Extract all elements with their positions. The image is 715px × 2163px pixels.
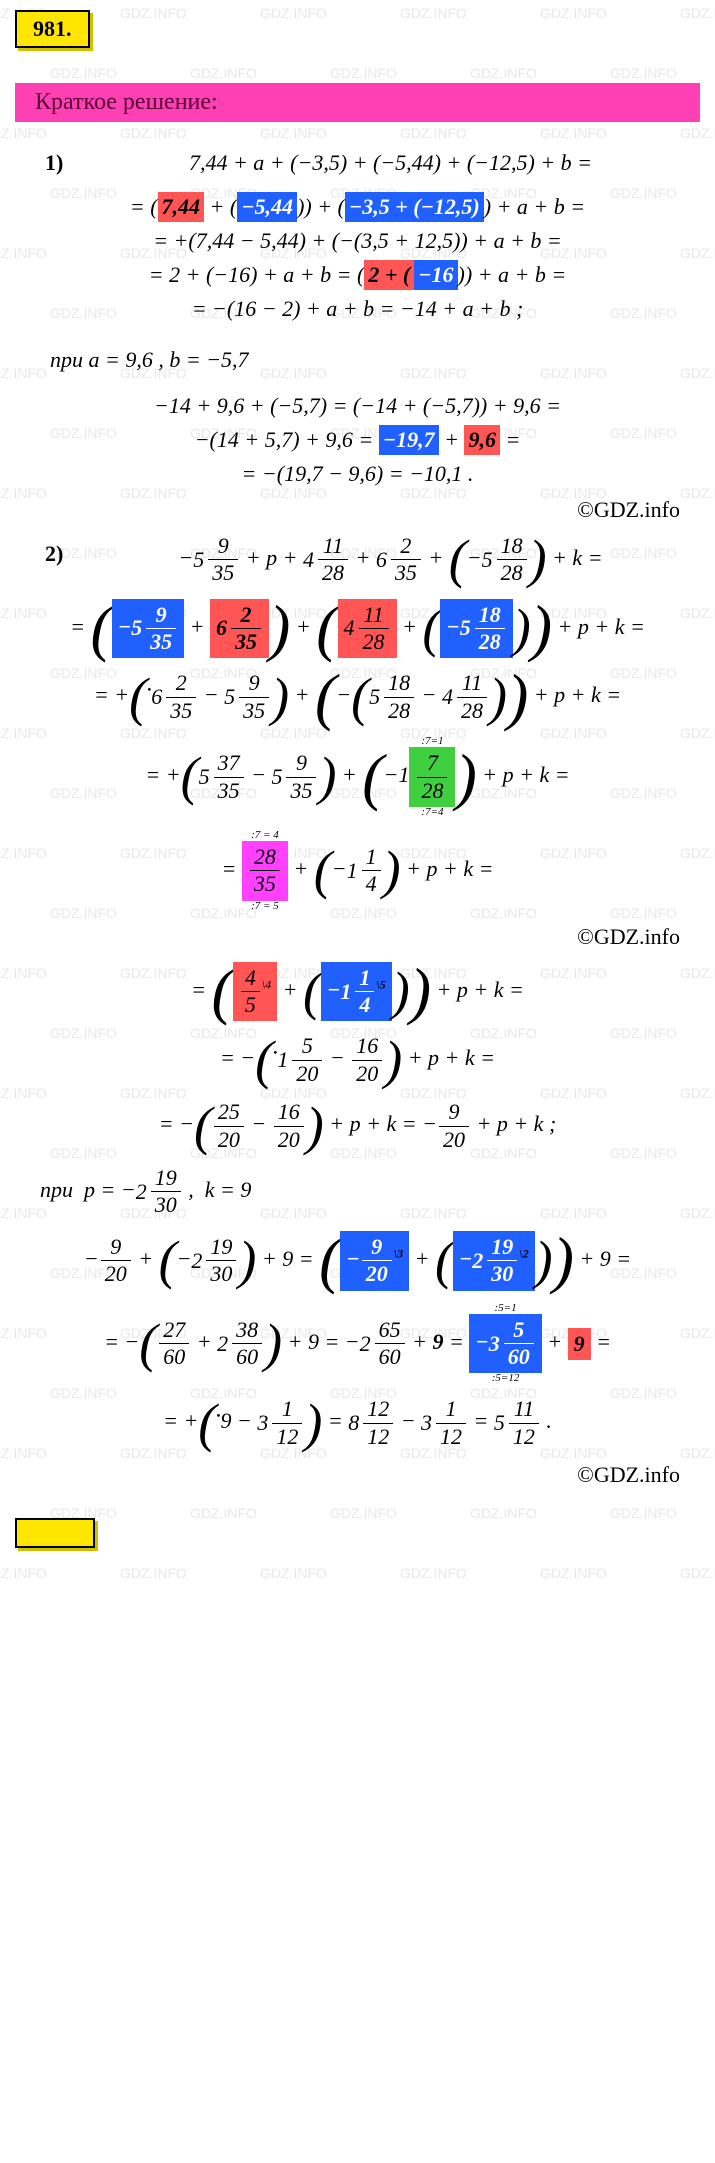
- p2-line5: = :7 = 42835:7 = 5 + (−114) + p + k =: [15, 830, 700, 912]
- p1-line2: = (7,44 + (−5,44)) + (−3,5 + (−12,5)) + …: [15, 192, 700, 222]
- p2-f15: 2520: [214, 1099, 244, 1153]
- problem-num-1: 1): [45, 142, 80, 184]
- p1-given: при a = 9,6 , b = −5,7: [50, 347, 700, 373]
- p2-f7: 5935: [224, 670, 271, 724]
- p2-line10: = −(2760 + 23860) + 9 = −26560 + 9 = :5=…: [15, 1303, 700, 1385]
- p1-l2-post: ) + a + b =: [484, 194, 585, 219]
- credit-1: ©GDZ.info: [15, 497, 680, 523]
- p2-green-stack: :7=1728:7=4: [409, 736, 455, 818]
- problem-badge: 981.: [15, 10, 90, 48]
- p2-f14: 1620: [352, 1033, 382, 1087]
- problem-2: 2) −5935 + p + 41128 + 6235 + (−51828) +…: [45, 533, 700, 587]
- p2-line4: = +(53735 − 5935) + (−1:7=1728:7=4) + p …: [15, 736, 700, 818]
- p2-f20: 2760: [159, 1317, 189, 1371]
- p1-l2-blue2: −3,5 + (−12,5): [345, 192, 484, 222]
- p2-f9: 41128: [442, 670, 489, 724]
- content-area: 981. Краткое решение: 1) 7,44 + a + (−3,…: [15, 10, 700, 1554]
- p2-f11: 5935: [271, 750, 318, 804]
- p1-line1: 7,44 + a + (−3,5) + (−5,44) + (−12,5) + …: [189, 150, 592, 175]
- p2-f6: 6235: [151, 670, 198, 724]
- problem-num-2: 2): [45, 533, 80, 575]
- p1-l7-red: 9,6: [464, 425, 500, 455]
- p2-f26: 51112: [494, 1396, 541, 1450]
- p1-line7: −(14 + 5,7) + 9,6 = −19,7 + 9,6 =: [15, 425, 700, 455]
- p1-l2-pre: = (: [130, 194, 158, 219]
- p1-l2-m2: )) + (: [297, 194, 345, 219]
- p2-l10-blue: −3560: [469, 1314, 541, 1374]
- p1-l7-mid: +: [439, 427, 465, 452]
- p2-f10: 53735: [199, 750, 246, 804]
- p2-green: 728: [409, 747, 455, 807]
- p2-l9-blue2: −21930\2: [453, 1231, 535, 1291]
- p1-l7-blue: −19,7: [379, 425, 439, 455]
- p2-line7: = −(•1520 − 1620) + p + k =: [15, 1033, 700, 1087]
- p2-given: при p = −21930 , k = 9: [40, 1165, 700, 1219]
- p2-f16: 1620: [274, 1099, 304, 1153]
- p1-l4-blue: −16: [414, 260, 457, 290]
- p2-l9-blue1: −920\3: [340, 1231, 409, 1291]
- p2-f25: 3112: [421, 1396, 468, 1450]
- problem-1: 1) 7,44 + a + (−3,5) + (−5,44) + (−12,5)…: [45, 142, 700, 184]
- p2-mag-stack: :7 = 42835:7 = 5: [242, 830, 288, 912]
- p2-f18: 920: [101, 1234, 131, 1288]
- p2-f8: 51828: [369, 670, 416, 724]
- p2-line2: = (−5935 + 6235) + (41128 + (−51828)) + …: [15, 599, 700, 659]
- p2-f4: 51828: [482, 533, 529, 587]
- p2-f17: 920: [439, 1099, 469, 1153]
- p2-l1-t1: −: [178, 545, 193, 570]
- p1-line4: = 2 + (−16) + a + b = (2 + (−16)) + a + …: [15, 260, 700, 290]
- p2-l10-red: 9: [568, 1328, 591, 1360]
- p2-f12: 114: [347, 844, 383, 898]
- p2-l6-blue: −114\5: [321, 962, 392, 1022]
- p2-f19: 21930: [191, 1234, 238, 1288]
- p2-f22: 26560: [360, 1317, 407, 1371]
- p2-l10-blue-stack: :5=1−3560:5=12: [469, 1303, 541, 1385]
- p1-line5: = −(16 − 2) + a + b = −14 + a + b ;: [15, 296, 700, 322]
- p1-l2-m1: + (: [204, 194, 237, 219]
- p2-line6: = (45\4 + (−114\5)) + p + k =: [15, 962, 700, 1022]
- p2-l2-blue1: −5935: [112, 599, 184, 659]
- p2-line8: = −(2520 − 1620) + p + k = −920 + p + k …: [15, 1099, 700, 1153]
- p1-l4-post: )) + a + b =: [458, 262, 567, 287]
- p1-line3: = +(7,44 − 5,44) + (−(3,5 + 12,5)) + a +…: [15, 228, 700, 254]
- p2-f3: 6235: [376, 533, 423, 587]
- p1-l7-pre: −(14 + 5,7) + 9,6 =: [195, 427, 379, 452]
- badge-bottom: [15, 1518, 95, 1548]
- p1-line6: −14 + 9,6 + (−5,7) = (−14 + (−5,7)) + 9,…: [15, 393, 700, 419]
- p2-line11: = +(•9 − 3112) = 81212 − 3112 = 51112 .: [15, 1396, 700, 1450]
- p2-line9: −920 + (−21930) + 9 = (−920\3 + (−21930\…: [15, 1231, 700, 1291]
- p2-f24: 81212: [348, 1396, 395, 1450]
- p1-l2-blue1: −5,44: [237, 192, 297, 222]
- p1-l4-pre: = 2 + (−16) + a + b = (: [149, 262, 365, 287]
- credit-2: ©GDZ.info: [15, 924, 680, 950]
- p2-f2: 41128: [303, 533, 350, 587]
- p2-l2-blue2: −51828: [440, 599, 512, 659]
- p1-l4-red: 2 + (: [364, 260, 414, 290]
- p2-f21: 23860: [217, 1317, 264, 1371]
- p2-l2-red: 6235: [210, 599, 269, 659]
- p2-magenta: 2835: [242, 841, 288, 901]
- p1-line8: = −(19,7 − 9,6) = −10,1 .: [15, 461, 700, 487]
- p2-line3: = +(•6235 − 5935) + (−(51828 − 41128)) +…: [15, 670, 700, 724]
- p2-l2-red2: 41128: [338, 599, 397, 659]
- p2-f13: 1520: [277, 1033, 324, 1087]
- p2-f23: 3112: [257, 1396, 304, 1450]
- credit-3: ©GDZ.info: [15, 1462, 680, 1488]
- p2-f1: 5935: [193, 533, 240, 587]
- p1-l7-post: =: [500, 427, 520, 452]
- section-title: Краткое решение:: [15, 83, 700, 122]
- p1-l2-red: 7,44: [158, 192, 205, 222]
- p2-l6-red: 45\4: [233, 962, 277, 1022]
